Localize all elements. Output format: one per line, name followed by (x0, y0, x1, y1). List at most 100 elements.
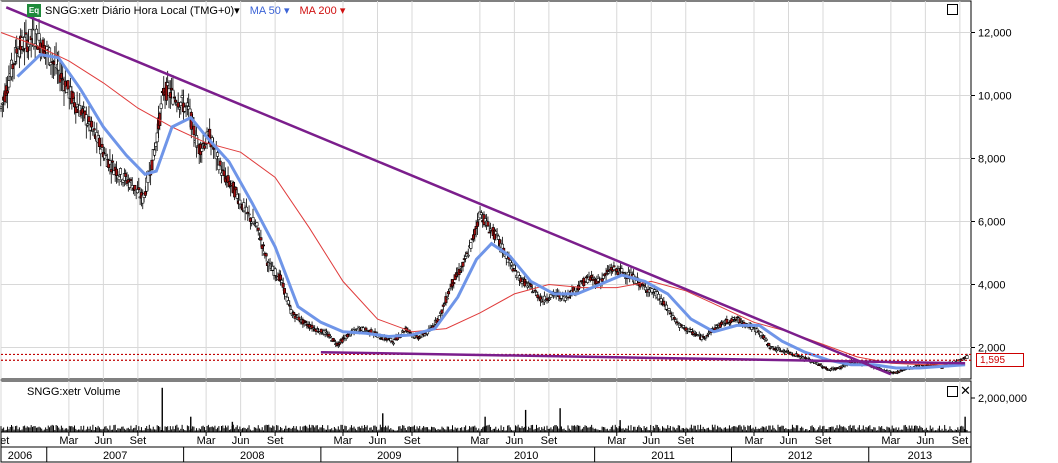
year-tick-label: 2011 (651, 450, 675, 462)
candle-body (643, 286, 647, 291)
candle-body (128, 181, 132, 188)
candle-body (192, 125, 196, 135)
candle-body (7, 80, 11, 88)
candle-body (218, 160, 222, 166)
candle-body (486, 221, 490, 227)
candle-body (512, 264, 516, 269)
candle-body (137, 187, 141, 191)
candle-body (159, 103, 163, 109)
ma200-legend[interactable]: MA 200 ▾ (299, 4, 346, 17)
price-panel-maximize-button[interactable] (947, 4, 958, 15)
candle-body (447, 291, 451, 295)
candle-body (185, 102, 189, 107)
candle-body (90, 120, 94, 128)
candle-body (464, 256, 468, 259)
candle-body (126, 179, 130, 183)
candle-body (496, 235, 500, 240)
candle-body (11, 63, 15, 70)
month-tick-label: Mar (607, 435, 626, 447)
candle-body (667, 308, 671, 311)
chart-title[interactable]: SNGG:xetr Diário Hora Local (TMG+0)▾ (45, 4, 240, 17)
candle-body (92, 128, 96, 131)
candle-body (286, 300, 290, 305)
candle-body (118, 168, 122, 175)
candle-body (389, 338, 393, 342)
candle-body (361, 327, 365, 332)
candle-body (271, 265, 275, 271)
candle-body (115, 168, 119, 176)
candle-body (604, 272, 608, 275)
ma50-legend[interactable]: MA 50 ▾ (249, 4, 290, 17)
candle-body (583, 281, 587, 283)
candle-body (251, 217, 255, 223)
candle-body (201, 142, 205, 145)
candle-body (419, 336, 423, 338)
candle-body (61, 78, 65, 81)
candle-body (777, 347, 781, 350)
candle-body (704, 336, 708, 339)
candle-body (183, 106, 187, 112)
candle-body (638, 283, 642, 288)
candle-body (767, 343, 771, 346)
candle-body (303, 321, 307, 323)
month-tick-label: Jun (95, 435, 113, 447)
candle-body (722, 323, 726, 326)
candle-body (338, 342, 342, 345)
month-tick-label: Set (0, 435, 9, 447)
candle-body (622, 272, 626, 275)
candle-body (734, 319, 738, 321)
candle-body (172, 96, 176, 99)
candle-body (21, 48, 25, 51)
chart-header: SNGG:xetr Diário Hora Local (TMG+0)▾ MA … (27, 3, 345, 17)
candle-body (23, 36, 27, 49)
candle-body (444, 296, 448, 304)
candle-body (57, 60, 61, 71)
candle-body (15, 48, 19, 54)
candle-body (714, 325, 718, 328)
candle-body (567, 296, 571, 299)
candle-body (324, 331, 328, 334)
candle-body (281, 282, 285, 288)
candle-body (402, 330, 406, 333)
volume-panel (0, 380, 972, 433)
candle-body (108, 160, 112, 165)
candle-body (328, 335, 332, 338)
candle-body (20, 37, 24, 47)
month-tick-label: Mar (745, 435, 764, 447)
candle-body (255, 222, 259, 227)
volume-panel-close-icon[interactable]: ✕ (960, 383, 971, 398)
month-tick-label: Set (130, 435, 147, 447)
candle-body (247, 213, 251, 216)
month-tick-label: Mar (197, 435, 216, 447)
candle-body (99, 148, 103, 155)
candle-body (465, 252, 469, 255)
year-tick-label: 2006 (8, 450, 32, 462)
candle-body (180, 95, 184, 98)
candle-body (73, 102, 77, 108)
candle-body (6, 90, 10, 94)
candle-body (222, 170, 226, 177)
volume-panel-maximize-button[interactable] (947, 386, 958, 397)
last-price-label: 1,595 (976, 353, 1024, 367)
candle-body (784, 351, 788, 353)
candle-body (170, 87, 174, 91)
year-tick-label: 2012 (788, 450, 812, 462)
candle-body (620, 268, 624, 273)
price-axis: 12,000 10,000 8,000 6,000 4,000 2,000 (971, 28, 1012, 355)
candle-body (731, 317, 735, 320)
candle-body (612, 265, 616, 268)
candle-body (664, 304, 668, 310)
indicator-lines (0, 6, 971, 376)
candle-body (292, 311, 296, 316)
candle-body (268, 263, 272, 265)
candle-body (345, 334, 349, 338)
candle-body (109, 169, 113, 173)
y-tick-label: 8,000 (978, 154, 1006, 166)
candle-body (86, 123, 90, 126)
candle-body (294, 314, 298, 316)
candle-body (650, 288, 654, 293)
candle-body (364, 327, 368, 331)
candle-body (611, 269, 615, 272)
candle-body (319, 328, 323, 333)
candle-body (332, 339, 336, 342)
